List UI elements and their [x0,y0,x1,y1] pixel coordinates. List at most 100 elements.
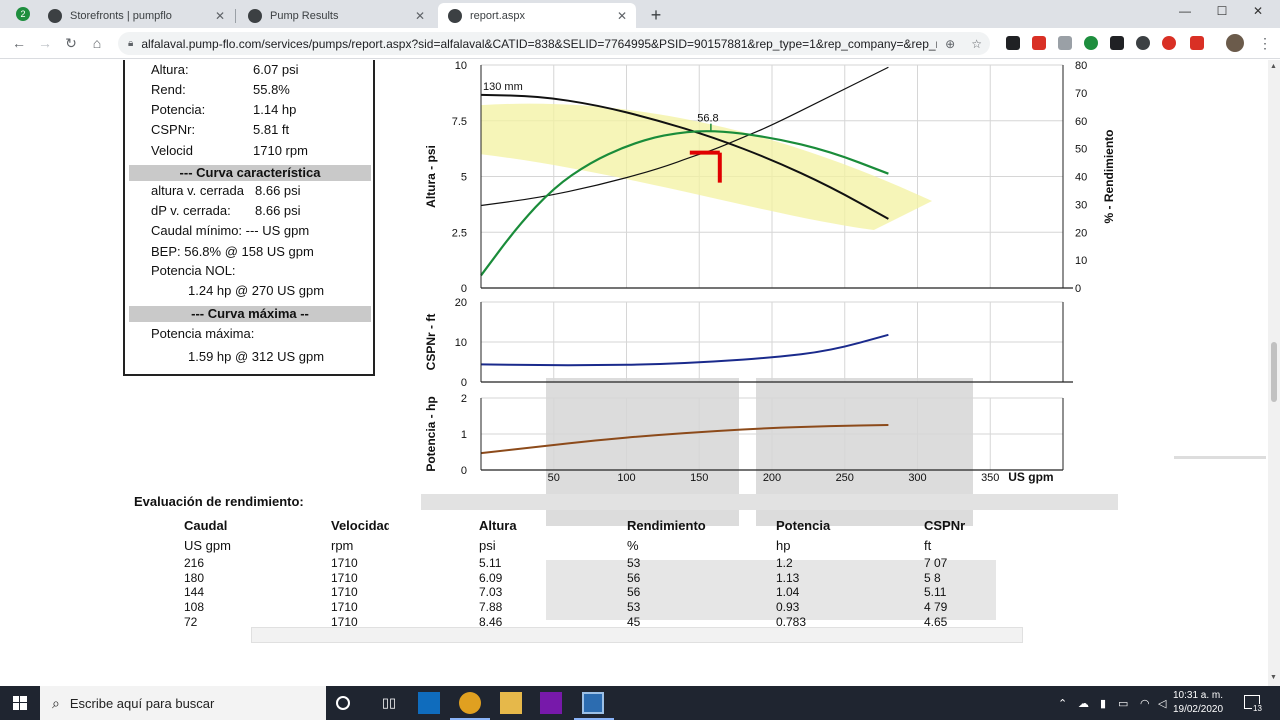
wifi-icon[interactable]: ◠ [1140,697,1150,710]
cortana-icon[interactable] [336,696,350,710]
section-header-curva-caracteristica: --- Curva característica [129,165,371,181]
bookmark-star-icon[interactable]: ☆ [971,37,982,51]
onenote-icon[interactable] [540,692,562,714]
windows-taskbar: ⌕ Escribe aquí para buscar ▯▯ ⌃ ☁ ▮ ▭ ◠ … [0,686,1280,720]
usb-icon[interactable]: ▮ [1100,697,1106,710]
y-tick-label: 5 [461,172,467,184]
duty-point-info-box: Altura: 6.07 psi Rend: 55.8% Potencia: 1… [123,60,375,376]
potencia-maxima-label: Potencia máxima: [151,326,254,341]
file-explorer-icon[interactable] [500,692,522,714]
tab-storefronts[interactable]: Storefronts | pumpflo ✕ [38,3,234,28]
cell-potencia: 1.2 [776,556,793,570]
background-panel [421,494,1118,510]
avatar[interactable] [1226,34,1244,52]
cell-altura: 6.09 [479,571,502,585]
vertical-scrollbar[interactable]: ▲ ▼ [1268,60,1280,686]
cell-velocidad: 1710 [331,585,358,599]
y-tick-label: 20 [455,297,467,309]
minimize-icon[interactable]: — [1170,4,1200,18]
close-tab-icon[interactable]: ✕ [212,9,228,23]
chrome-favicon-icon [48,9,62,23]
powershell-icon[interactable] [582,692,604,714]
zoom-icon[interactable]: ⊕ [945,37,955,51]
unit-velocidad: rpm [331,538,353,553]
chrome-favicon-icon [448,9,462,23]
new-tab-icon[interactable]: + [647,5,665,26]
close-tab-icon[interactable]: ✕ [412,9,428,23]
extension-icon[interactable] [1162,36,1176,50]
y2-axis-title: % - Rendimiento [1102,129,1116,223]
cell-potencia: 1.04 [776,585,799,599]
cell-caudal: 72 [184,615,197,629]
col-header-velocidad: Velocidad [331,518,389,533]
close-tab-icon[interactable]: ✕ [614,9,630,23]
unit-cspnr: ft [924,538,931,553]
cell-potencia: 1.13 [776,571,799,585]
tab-label: report.aspx [470,10,614,22]
search-icon: ⌕ [52,695,60,712]
report-page: Altura: 6.07 psi Rend: 55.8% Potencia: 1… [101,60,1164,686]
info-value: 8.66 psi [255,183,301,198]
maximize-icon[interactable]: ☐ [1207,4,1237,18]
cell-velocidad: 1710 [331,615,358,629]
col-header-cspnr: CSPNr [924,518,965,533]
volume-icon[interactable]: ◁ [1158,697,1166,710]
back-icon[interactable]: ← [10,34,28,52]
scroll-down-icon[interactable]: ▼ [1270,674,1277,681]
menu-icon[interactable]: ⋮ [1256,34,1274,52]
cell-velocidad: 1710 [331,571,358,585]
forward-icon[interactable]: → [36,34,54,52]
extension-icon[interactable] [1190,36,1204,50]
close-window-icon[interactable]: ✕ [1243,4,1273,18]
col-header-rendimiento: Rendimiento [627,518,706,533]
power-panel: 2 1 0 Potencia - hp [424,393,1063,477]
outlook-icon[interactable] [418,692,440,714]
cell-cspnr: 5.11 [924,585,946,599]
info-label: CSPNr: [151,122,195,137]
tray-overflow-icon[interactable]: ⌃ [1058,697,1067,710]
extension-icon[interactable] [1058,36,1072,50]
profile-badge[interactable]: 2 [16,7,30,21]
scroll-up-icon[interactable]: ▲ [1270,63,1277,70]
tab-report[interactable]: report.aspx ✕ [438,3,636,28]
cell-velocidad: 1710 [331,600,358,614]
x-tick-label: 100 [617,472,635,484]
y-axis-title: CSPNr - ft [424,314,438,371]
extension-icon[interactable] [1032,36,1046,50]
y-tick-label: 7.5 [452,116,467,128]
cell-altura: 7.88 [479,600,502,614]
home-icon[interactable]: ⌂ [88,34,106,52]
taskbar-clock[interactable]: 10:31 a. m. 19/02/2020 [1168,689,1228,717]
download-icon[interactable] [1110,36,1124,50]
y-tick-label: 10 [455,60,467,72]
scroll-thumb[interactable] [1271,342,1277,402]
col-header-potencia: Potencia [776,518,830,533]
y2-tick-label: 50 [1075,144,1087,156]
reload-icon[interactable]: ↻ [62,34,80,52]
y-axis-title: Altura - psi [424,145,438,208]
task-view-icon[interactable]: ▯▯ [378,692,400,714]
clock-time: 10:31 a. m. [1168,689,1228,703]
start-button[interactable] [0,686,40,720]
tab-pump-results[interactable]: Pump Results ✕ [238,3,434,28]
extension-icon[interactable] [1136,36,1150,50]
cell-potencia: 0.783 [776,615,806,629]
potencia-maxima-value: 1.59 hp @ 312 US gpm [188,349,324,364]
section-header-curva-maxima: --- Curva máxima -- [129,306,371,322]
caudal-minimo: Caudal mínimo: --- US gpm [151,223,309,238]
extension-icon[interactable] [1084,36,1098,50]
chrome-favicon-icon [248,9,262,23]
onedrive-icon[interactable]: ☁ [1078,697,1089,710]
taskbar-search[interactable]: ⌕ Escribe aquí para buscar [40,686,326,720]
extension-icon[interactable] [1006,36,1020,50]
cell-cspnr: 5 8 [924,571,941,585]
battery-icon[interactable]: ▭ [1118,697,1128,710]
page-margin [1164,60,1268,686]
browser-tab-strip: 2 Storefronts | pumpflo ✕ Pump Results ✕… [0,0,1280,28]
address-bar[interactable]: 🔒︎ alfalaval.pump-flo.com/services/pumps… [118,32,990,55]
x-tick-label: 350 [981,472,999,484]
chrome-icon[interactable] [459,692,481,714]
cell-caudal: 216 [184,556,204,570]
info-value: 1.14 hp [253,102,296,117]
col-header-caudal: Caudal [184,518,227,533]
